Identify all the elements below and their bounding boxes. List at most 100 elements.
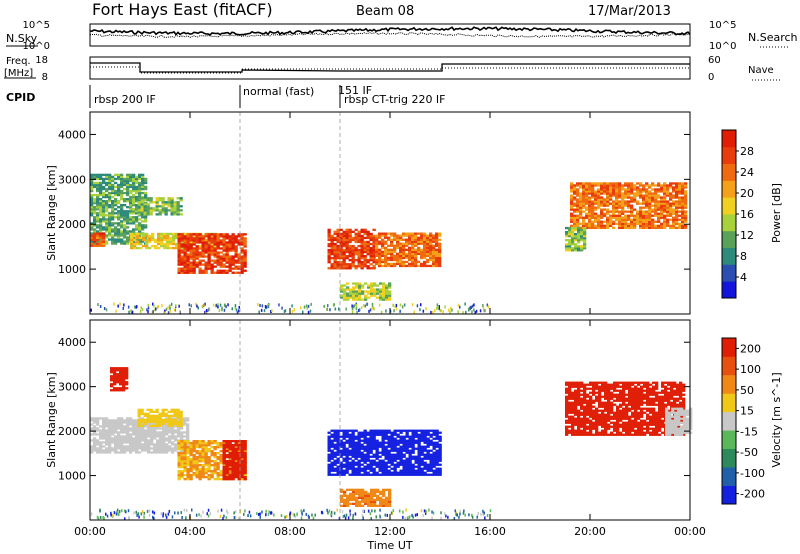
- heatmap-cell: [388, 292, 392, 295]
- heatmap-cell: [129, 441, 133, 444]
- heatmap-cell: [216, 472, 220, 475]
- heatmap-cell: [93, 429, 97, 432]
- heatmap-cell: [597, 220, 601, 223]
- heatmap-cell: [393, 431, 397, 434]
- heatmap-cell: [102, 240, 106, 243]
- heatmap-cell: [132, 220, 136, 223]
- heatmap-cell: [219, 456, 223, 459]
- heatmap-cell: [352, 488, 356, 491]
- heatmap-cell: [358, 500, 362, 503]
- heatmap-cell: [172, 234, 176, 238]
- heatmap-cell: [165, 417, 169, 420]
- heatmap-cell: [158, 209, 162, 212]
- heatmap-cell: [147, 445, 151, 448]
- heatmap-cell: [93, 228, 97, 231]
- heatmap-cell: [243, 446, 247, 449]
- heatmap-cell: [135, 185, 139, 189]
- heatmap-cell: [576, 204, 580, 207]
- heatmap-cell: [351, 236, 355, 240]
- heatmap-cell: [339, 263, 343, 266]
- heatmap-cell: [155, 201, 159, 204]
- heatmap-cell: [137, 203, 141, 206]
- heatmap-cell: [429, 236, 433, 239]
- heatmap-cell: [216, 243, 220, 246]
- heatmap-cell: [579, 206, 583, 209]
- heatmap-cell: [114, 242, 118, 245]
- heatmap-cell: [333, 267, 337, 270]
- heatmap-cell: [183, 435, 187, 438]
- heatmap-cell: [669, 194, 673, 197]
- heatmap-cell: [399, 252, 403, 256]
- heatmap-cell: [624, 200, 628, 203]
- heatmap-cell: [387, 238, 391, 241]
- heatmap-cell: [90, 181, 94, 185]
- heatmap-cell: [210, 450, 214, 453]
- heatmap-cell: [438, 431, 442, 434]
- heatmap-cell: [414, 256, 418, 260]
- heatmap-cell: [369, 473, 373, 476]
- heatmap-cell: [606, 194, 610, 197]
- heatmap-cell: [369, 439, 373, 442]
- heatmap-cell: [108, 193, 112, 197]
- heatmap-cell: [132, 431, 136, 434]
- heatmap-cell: [357, 455, 361, 458]
- heatmap-cell: [423, 437, 427, 440]
- heatmap-cell: [384, 463, 388, 466]
- heatmap-cell: [126, 198, 130, 201]
- heatmap-cell: [669, 206, 673, 209]
- heatmap-cell: [222, 468, 226, 471]
- heatmap-cell: [129, 216, 133, 219]
- heatmap-cell: [216, 233, 220, 236]
- heatmap-cell: [429, 254, 433, 258]
- heatmap-cell: [375, 429, 379, 432]
- heatmap-cell: [327, 267, 331, 270]
- heatmap-cell: [135, 435, 139, 438]
- heatmap-cell: [345, 238, 349, 242]
- heatmap-cell: [588, 182, 592, 185]
- heatmap-cell: [408, 264, 412, 268]
- heatmap-cell: [570, 218, 574, 221]
- heatmap-cell: [110, 375, 114, 378]
- heatmap-cell: [204, 450, 208, 453]
- heatmap-cell: [582, 216, 586, 219]
- heatmap-cell: [177, 478, 181, 481]
- heatmap-cell: [126, 210, 130, 213]
- heatmap-cell: [573, 204, 577, 207]
- heatmap-cell: [117, 222, 121, 225]
- heatmap-cell: [361, 504, 365, 507]
- heatmap-cell: [340, 498, 344, 501]
- heatmap-cell: [138, 230, 142, 233]
- heatmap-cell: [420, 469, 424, 472]
- heatmap-cell: [393, 467, 397, 470]
- heatmap-cell: [207, 444, 211, 447]
- heatmap-cell: [135, 443, 139, 446]
- heatmap-cell: [606, 186, 610, 189]
- heatmap-cell: [588, 202, 592, 205]
- heatmap-cell: [96, 433, 100, 436]
- heatmap-cell: [330, 267, 334, 270]
- heatmap-cell: [375, 457, 379, 460]
- heatmap-cell: [129, 204, 133, 207]
- heatmap-cell: [153, 431, 157, 434]
- heatmap-cell: [186, 435, 190, 438]
- heatmap-cell: [183, 247, 187, 250]
- heatmap-cell: [390, 461, 394, 464]
- heatmap-cell: [149, 197, 153, 200]
- heatmap-cell: [603, 182, 607, 185]
- heatmap-cell: [378, 256, 382, 260]
- heatmap-cell: [642, 222, 646, 226]
- heatmap-cell: [228, 456, 232, 459]
- heatmap-cell: [435, 238, 439, 241]
- heatmap-cell: [349, 296, 353, 299]
- heatmap-cell: [370, 284, 374, 287]
- heatmap-cell: [387, 441, 391, 444]
- heatmap-cell: [137, 213, 141, 216]
- heatmap-cell: [138, 435, 142, 438]
- heatmap-cell: [636, 214, 640, 217]
- heatmap-cell: [648, 186, 652, 189]
- heatmap-cell: [366, 437, 370, 440]
- heatmap-cell: [681, 216, 685, 219]
- heatmap-cell: [117, 304, 119, 308]
- heatmap-cell: [139, 232, 143, 236]
- heatmap-cell: [102, 214, 106, 217]
